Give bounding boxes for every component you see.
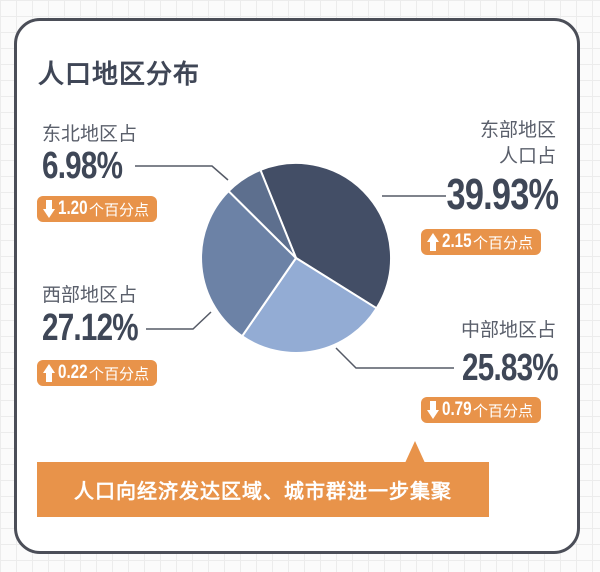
northeast-value: 6.98%	[42, 145, 123, 187]
arrow-down-icon	[427, 401, 439, 419]
east-label-line1: 东部地区	[479, 119, 556, 141]
arrow-up-icon	[43, 364, 55, 382]
chart-title: 人口地区分布	[38, 60, 201, 90]
central-value: 25.83%	[462, 347, 559, 389]
east-change-value: 2.15	[442, 231, 472, 252]
east-change-unit: 个百分点	[472, 233, 533, 252]
pie-slice-northeast	[227, 168, 297, 259]
central-change-value: 0.79	[442, 399, 472, 420]
arrow-down-icon	[43, 200, 55, 218]
east-label-line2: 人口占	[498, 145, 556, 167]
pie-slice-east	[259, 162, 392, 310]
east-change-badge: 2.15 个百分点	[421, 229, 541, 255]
summary-callout: 人口向经济发达区域、城市群进一步集聚	[37, 462, 489, 517]
northeast-change-badge: 1.20 个百分点	[37, 196, 157, 222]
west-change-value: 0.22	[58, 362, 88, 383]
arrow-up-icon	[427, 233, 439, 251]
east-value: 39.93%	[446, 170, 559, 219]
west-label: 西部地区占	[42, 284, 138, 306]
central-change-badge: 0.79 个百分点	[421, 397, 541, 423]
west-change-badge: 0.22 个百分点	[37, 360, 157, 386]
pie-slice-west	[200, 189, 298, 338]
northeast-label: 东北地区占	[42, 123, 138, 145]
leader-line-central	[335, 347, 454, 369]
callout-pointer	[405, 441, 425, 463]
central-change-unit: 个百分点	[472, 401, 533, 420]
leader-line-west	[146, 311, 212, 330]
west-value: 27.12%	[42, 307, 139, 349]
northeast-change-unit: 个百分点	[88, 200, 149, 219]
pie-slice-central	[240, 256, 378, 354]
west-change-unit: 个百分点	[88, 364, 149, 383]
leader-line-northeast	[135, 165, 229, 181]
central-label: 中部地区占	[460, 319, 556, 341]
northeast-change-value: 1.20	[58, 198, 88, 219]
